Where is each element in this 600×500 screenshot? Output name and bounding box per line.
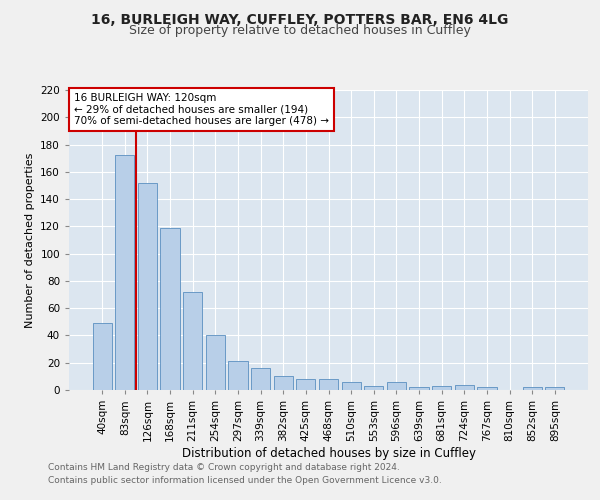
Bar — [183, 292, 202, 390]
Bar — [229, 362, 248, 390]
Bar — [387, 382, 406, 390]
Bar — [115, 156, 134, 390]
Bar — [364, 386, 383, 390]
Bar — [296, 379, 316, 390]
Bar — [455, 384, 474, 390]
Bar — [409, 388, 428, 390]
Bar — [92, 323, 112, 390]
Bar — [341, 382, 361, 390]
Bar — [432, 386, 451, 390]
Bar — [160, 228, 180, 390]
Bar — [319, 379, 338, 390]
Bar — [523, 388, 542, 390]
Text: Contains HM Land Registry data © Crown copyright and database right 2024.: Contains HM Land Registry data © Crown c… — [48, 464, 400, 472]
Text: 16 BURLEIGH WAY: 120sqm
← 29% of detached houses are smaller (194)
70% of semi-d: 16 BURLEIGH WAY: 120sqm ← 29% of detache… — [74, 93, 329, 126]
Text: Size of property relative to detached houses in Cuffley: Size of property relative to detached ho… — [129, 24, 471, 37]
Bar — [138, 182, 157, 390]
Bar — [545, 388, 565, 390]
Text: Contains public sector information licensed under the Open Government Licence v3: Contains public sector information licen… — [48, 476, 442, 485]
Bar — [251, 368, 270, 390]
Y-axis label: Number of detached properties: Number of detached properties — [25, 152, 35, 328]
Bar — [206, 336, 225, 390]
X-axis label: Distribution of detached houses by size in Cuffley: Distribution of detached houses by size … — [182, 446, 476, 460]
Bar — [477, 388, 497, 390]
Text: 16, BURLEIGH WAY, CUFFLEY, POTTERS BAR, EN6 4LG: 16, BURLEIGH WAY, CUFFLEY, POTTERS BAR, … — [91, 12, 509, 26]
Bar — [274, 376, 293, 390]
